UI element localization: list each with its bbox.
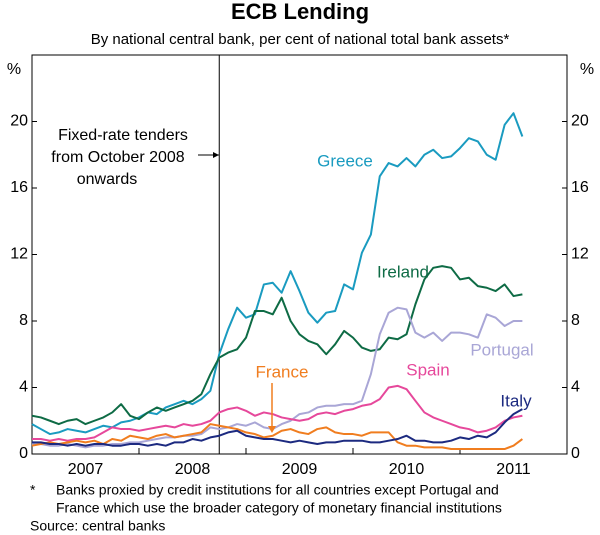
y2-tick-label: 0: [571, 445, 580, 462]
annotation: from October 2008: [51, 149, 185, 166]
y2-tick-label: 16: [571, 179, 589, 196]
y-unit: %: [7, 61, 21, 78]
y2-unit: %: [580, 61, 594, 78]
footnote-marker: *: [30, 482, 36, 498]
annotation: onwards: [77, 171, 137, 188]
y-tick-label: 4: [19, 379, 28, 396]
annotation-arrowhead: [213, 152, 219, 158]
x-tick-label: 2011: [496, 461, 531, 478]
series-line: [31, 423, 523, 451]
annotation: Fixed-rate tenders: [58, 127, 188, 144]
x-tick-label: 2008: [175, 461, 211, 478]
series-line: [31, 265, 523, 426]
series-label: Greece: [317, 151, 373, 170]
x-tick-label: 2010: [389, 461, 425, 478]
y2-tick-label: 8: [571, 312, 580, 329]
y-tick-label: 0: [19, 445, 28, 462]
plot-frame: [31, 54, 568, 455]
series-line: [32, 408, 523, 447]
y2-tick-label: 12: [571, 246, 589, 263]
footnote: France which use the broader category of…: [56, 500, 502, 516]
label-pointer-head: [268, 426, 276, 433]
series-label: Portugal: [470, 340, 533, 359]
footnote: Banks proxied by credit institutions for…: [56, 482, 499, 498]
series-label: Ireland: [377, 262, 429, 281]
y-tick-label: 20: [10, 113, 28, 130]
chart-subtitle: By national central bank, per cent of na…: [91, 31, 510, 48]
series-line: [32, 306, 523, 449]
series-label: Spain: [406, 360, 449, 379]
y-tick-label: 12: [10, 246, 28, 263]
source: Source: central banks: [30, 518, 165, 534]
series-line: [32, 384, 523, 442]
x-tick-label: 2009: [282, 461, 318, 478]
chart-title: ECB Lending: [231, 0, 369, 24]
series-label: Italy: [500, 391, 532, 410]
x-tick-label: 2007: [68, 461, 104, 478]
y2-tick-label: 20: [571, 113, 589, 130]
series-line: [31, 112, 524, 436]
y-tick-label: 16: [10, 179, 28, 196]
series-label: France: [256, 362, 309, 381]
y2-tick-label: 4: [571, 379, 580, 396]
y-tick-label: 8: [19, 312, 28, 329]
